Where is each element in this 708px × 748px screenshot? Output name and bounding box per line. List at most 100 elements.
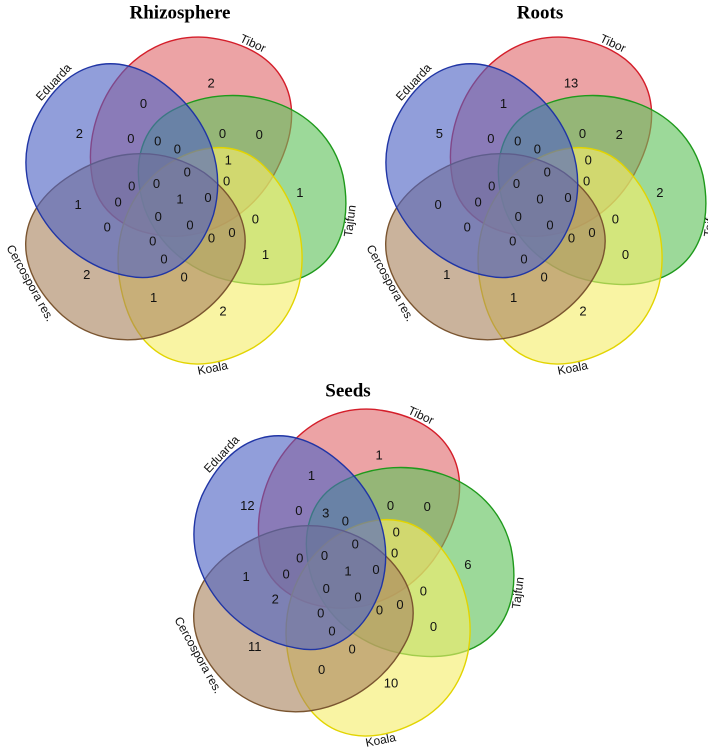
region-count-pair-inner: 0 bbox=[474, 195, 481, 210]
diagram-title: Seeds bbox=[325, 380, 370, 401]
region-count-quad: 0 bbox=[564, 190, 571, 205]
region-count-exclusive: 5 bbox=[436, 126, 443, 141]
region-count-triple-inner: 0 bbox=[128, 178, 135, 193]
region-count-triple-inner: 0 bbox=[342, 514, 349, 529]
region-count-triple-outer: 0 bbox=[295, 503, 302, 518]
region-count-triple-inner: 0 bbox=[509, 233, 516, 248]
region-count-pair-outer: 0 bbox=[435, 197, 442, 212]
region-count-pair-inner: 0 bbox=[393, 524, 400, 539]
region-count-triple-outer: 0 bbox=[420, 584, 427, 599]
region-count-exclusive: 2 bbox=[76, 126, 83, 141]
petal-eduarda bbox=[385, 63, 579, 279]
region-count-triple-inner: 0 bbox=[296, 550, 303, 565]
region-count-quad: 0 bbox=[513, 176, 520, 191]
region-count-pair-outer: 0 bbox=[140, 96, 147, 111]
region-count-triple-outer: 0 bbox=[579, 126, 586, 141]
region-count-quad: 0 bbox=[204, 190, 211, 205]
region-count-pair-outer: 1 bbox=[243, 569, 250, 584]
region-count-triple-inner: 0 bbox=[488, 178, 495, 193]
region-count-pair-outer: 1 bbox=[500, 96, 507, 111]
region-count-pair-outer: 2 bbox=[616, 127, 623, 142]
region-count-triple-outer: 0 bbox=[487, 131, 494, 146]
region-count-triple-inner: 0 bbox=[568, 230, 575, 245]
set-label: Koala bbox=[364, 730, 397, 748]
region-count-quad: 0 bbox=[323, 581, 330, 596]
region-count-triple-outer: 0 bbox=[464, 219, 471, 234]
region-count-pair-inner: 0 bbox=[328, 623, 335, 638]
region-count-pair-outer: 0 bbox=[430, 619, 437, 634]
petal-eduarda bbox=[25, 63, 219, 279]
region-count-all: 1 bbox=[344, 563, 351, 578]
region-count-quad: 0 bbox=[186, 218, 193, 233]
region-count-pair-outer: 0 bbox=[318, 662, 325, 677]
region-count-exclusive: 11 bbox=[248, 639, 262, 654]
region-count-exclusive: 1 bbox=[375, 448, 382, 463]
set-label: Tajfun bbox=[701, 204, 708, 237]
region-count-exclusive: 1 bbox=[296, 185, 303, 200]
region-count-all: 1 bbox=[176, 191, 183, 206]
region-count-triple-outer: 2 bbox=[272, 591, 279, 606]
region-count-pair-inner: 0 bbox=[228, 225, 235, 240]
region-count-all: 0 bbox=[536, 191, 543, 206]
region-count-triple-outer: 0 bbox=[127, 131, 134, 146]
region-count-exclusive: 1 bbox=[443, 267, 450, 282]
region-count-pair-inner: 0 bbox=[585, 152, 592, 167]
region-count-pair-outer: 0 bbox=[424, 499, 431, 514]
region-count-quad: 0 bbox=[155, 209, 162, 224]
region-count-quad: 0 bbox=[515, 209, 522, 224]
region-count-triple-inner: 0 bbox=[174, 142, 181, 157]
region-count-triple-inner: 0 bbox=[149, 233, 156, 248]
set-label: Tajfun bbox=[509, 576, 527, 609]
region-count-quad: 0 bbox=[184, 164, 191, 179]
petal-eduarda bbox=[193, 435, 387, 651]
region-count-triple-inner: 0 bbox=[223, 174, 230, 189]
region-count-pair-inner: 0 bbox=[114, 195, 121, 210]
region-count-pair-outer: 1 bbox=[262, 247, 269, 262]
region-count-exclusive: 2 bbox=[656, 185, 663, 200]
region-count-pair-outer: 1 bbox=[75, 197, 82, 212]
region-count-triple-outer: 0 bbox=[104, 219, 111, 234]
region-count-pair-outer: 1 bbox=[308, 468, 315, 483]
region-count-pair-inner: 0 bbox=[588, 225, 595, 240]
region-count-pair-inner: 0 bbox=[396, 597, 403, 612]
region-count-pair-inner: 0 bbox=[160, 251, 167, 266]
region-count-quad: 0 bbox=[546, 218, 553, 233]
region-count-triple-inner: 0 bbox=[317, 605, 324, 620]
region-count-triple-outer: 0 bbox=[180, 269, 187, 284]
region-count-exclusive: 2 bbox=[83, 267, 90, 282]
region-count-pair-outer: 0 bbox=[256, 127, 263, 142]
region-count-triple-outer: 0 bbox=[540, 269, 547, 284]
region-count-pair-inner: 0 bbox=[282, 567, 289, 582]
region-count-pair-outer: 0 bbox=[622, 247, 629, 262]
region-count-triple-outer: 0 bbox=[612, 212, 619, 227]
region-count-quad: 0 bbox=[321, 548, 328, 563]
region-count-triple-outer: 0 bbox=[252, 212, 259, 227]
region-count-triple-inner: 0 bbox=[391, 546, 398, 561]
region-count-exclusive: 2 bbox=[219, 303, 226, 318]
region-count-triple-outer: 0 bbox=[387, 498, 394, 513]
region-count-exclusive: 2 bbox=[207, 76, 214, 91]
region-count-quad: 0 bbox=[354, 590, 361, 605]
region-count-quad: 0 bbox=[544, 164, 551, 179]
region-count-triple-outer: 0 bbox=[348, 641, 355, 656]
region-count-exclusive: 6 bbox=[464, 557, 471, 572]
region-count-quad: 0 bbox=[372, 562, 379, 577]
region-count-triple-outer: 0 bbox=[219, 126, 226, 141]
region-count-exclusive: 12 bbox=[240, 498, 254, 513]
region-count-pair-outer: 1 bbox=[150, 290, 157, 305]
region-count-pair-inner: 1 bbox=[225, 152, 232, 167]
region-count-triple-inner: 0 bbox=[583, 174, 590, 189]
region-count-exclusive: 10 bbox=[384, 675, 398, 690]
region-count-pair-outer: 1 bbox=[510, 290, 517, 305]
region-count-quad: 0 bbox=[153, 176, 160, 191]
region-count-triple-inner: 0 bbox=[376, 602, 383, 617]
region-count-pair-inner: 0 bbox=[520, 251, 527, 266]
region-count-pair-inner: 0 bbox=[514, 134, 521, 149]
region-count-exclusive: 2 bbox=[579, 303, 586, 318]
diagram-title: Rhizosphere bbox=[130, 2, 231, 23]
set-label: Tajfun bbox=[341, 204, 359, 237]
